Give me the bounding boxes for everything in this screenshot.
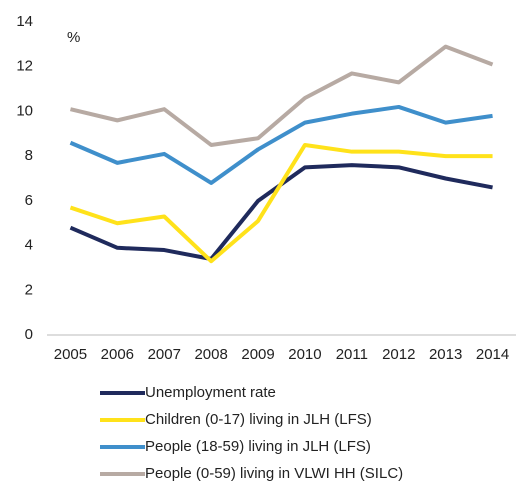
x-tick-label: 2011 <box>336 346 368 363</box>
y-tick-label: 10 <box>16 102 33 119</box>
x-tick-label: 2013 <box>429 346 462 363</box>
legend-label: People (18-59) living in JLH (LFS) <box>145 438 371 455</box>
y-tick-label: 4 <box>25 237 33 254</box>
x-tick-label: 2012 <box>382 346 415 363</box>
y-tick-label: 12 <box>16 58 33 75</box>
y-axis-label: % <box>67 29 80 46</box>
y-tick-label: 14 <box>16 13 33 30</box>
x-tick-label: 2014 <box>476 346 509 363</box>
y-tick-label: 2 <box>25 281 33 298</box>
x-tick-label: 2009 <box>241 346 274 363</box>
y-tick-label: 8 <box>25 147 33 164</box>
legend-label: People (0-59) living in VLWI HH (SILC) <box>145 465 403 482</box>
x-tick-label: 2010 <box>288 346 321 363</box>
x-tick-label: 2005 <box>54 346 87 363</box>
x-tick-label: 2006 <box>101 346 134 363</box>
legend-label: Unemployment rate <box>145 384 276 401</box>
legend-label: Children (0-17) living in JLH (LFS) <box>145 411 372 428</box>
series-line <box>69 142 493 264</box>
y-tick-label: 0 <box>25 326 33 343</box>
series-line <box>69 104 493 185</box>
y-tick-label: 6 <box>25 192 33 209</box>
series-line <box>69 44 494 147</box>
x-tick-label: 2007 <box>148 346 181 363</box>
x-tick-label: 2008 <box>194 346 227 363</box>
